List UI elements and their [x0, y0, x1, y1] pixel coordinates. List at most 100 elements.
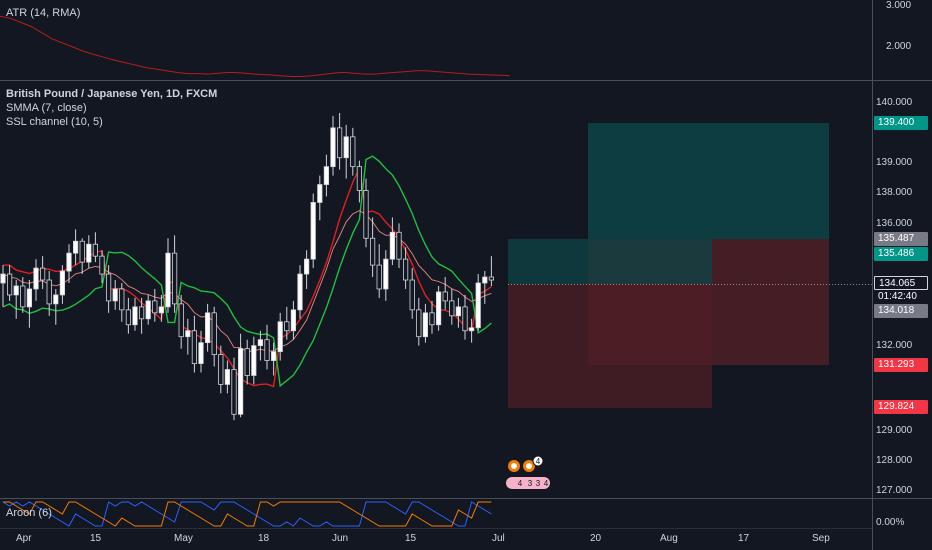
candle[interactable] [422, 303, 429, 343]
candle[interactable] [350, 127, 356, 176]
candle[interactable] [46, 271, 52, 316]
candle[interactable] [145, 294, 151, 325]
candle[interactable] [33, 259, 39, 301]
candle[interactable] [132, 297, 138, 331]
candle[interactable] [26, 280, 33, 328]
candle[interactable] [383, 250, 389, 301]
candle[interactable] [119, 283, 125, 322]
target-price-tag[interactable]: 139.400 [874, 116, 928, 130]
candle[interactable] [363, 178, 369, 248]
candle-body [92, 243, 98, 257]
candle[interactable] [218, 345, 224, 394]
candle[interactable] [0, 265, 6, 307]
position-zones[interactable] [508, 123, 872, 408]
candle[interactable] [171, 235, 178, 313]
entry-price-tag[interactable]: 134.018 [874, 304, 928, 318]
candle[interactable] [277, 312, 283, 361]
atr-legend[interactable]: ATR (14, RMA) [6, 7, 81, 19]
candle[interactable] [125, 297, 131, 334]
candle[interactable] [53, 288, 59, 325]
smma-legend[interactable]: SMMA (7, close) [6, 102, 87, 114]
short-stop-zone[interactable] [508, 239, 712, 284]
candle[interactable] [165, 238, 171, 313]
upper-price-tag[interactable]: 135.487 [874, 232, 928, 246]
candle[interactable] [224, 360, 230, 394]
candle[interactable] [20, 277, 26, 313]
candle[interactable] [231, 357, 237, 421]
candle[interactable] [270, 342, 277, 376]
candle[interactable] [409, 268, 415, 319]
stop-price-tag-2[interactable]: 129.824 [874, 400, 928, 414]
aroon-legend[interactable]: Aroon (6) [6, 507, 52, 519]
last-price-tag[interactable]: 134.065 [874, 276, 928, 290]
candle[interactable] [138, 297, 145, 334]
candle[interactable] [59, 265, 66, 304]
ssl-legend[interactable]: SSL channel (10, 5) [6, 116, 103, 128]
candle[interactable] [455, 297, 462, 328]
candle[interactable] [178, 294, 184, 349]
candle[interactable] [330, 115, 336, 176]
candle[interactable] [99, 250, 105, 283]
candle[interactable] [92, 232, 98, 263]
short-target-zone[interactable] [508, 284, 712, 408]
candle-body [343, 136, 349, 159]
candle[interactable] [152, 288, 158, 322]
candle[interactable] [284, 306, 290, 340]
candle[interactable] [40, 256, 46, 289]
long-target-zone[interactable] [588, 123, 829, 239]
candle[interactable] [488, 256, 495, 286]
symbol-title[interactable]: British Pound / Japanese Yen, 1D, FXCM [6, 88, 218, 100]
candle[interactable] [112, 280, 118, 310]
candle[interactable] [356, 160, 363, 203]
candle[interactable] [468, 318, 475, 343]
candle[interactable] [310, 193, 316, 269]
candle[interactable] [264, 324, 270, 370]
candle[interactable] [86, 235, 92, 269]
candle-body [46, 279, 52, 305]
candle[interactable] [198, 330, 204, 373]
candle[interactable] [402, 247, 409, 289]
candle[interactable] [376, 244, 382, 298]
candle[interactable] [369, 217, 376, 278]
candle[interactable] [462, 294, 468, 340]
candle[interactable] [204, 303, 211, 352]
candle[interactable] [251, 336, 257, 385]
candle[interactable] [429, 300, 435, 334]
candle[interactable] [297, 265, 303, 319]
upper-price-tag-2[interactable]: 135.486 [874, 247, 928, 261]
candle[interactable] [317, 175, 323, 221]
candle[interactable] [13, 280, 19, 319]
candle[interactable] [237, 333, 244, 418]
candle[interactable] [482, 271, 488, 304]
stop-price-tag[interactable]: 131.293 [874, 358, 928, 372]
candle[interactable] [290, 300, 297, 340]
candle[interactable] [158, 294, 164, 322]
candle-body [251, 345, 257, 376]
candle[interactable] [303, 250, 310, 289]
candle[interactable] [396, 223, 402, 269]
candle[interactable] [7, 265, 13, 301]
candle[interactable] [343, 124, 349, 179]
candle[interactable] [449, 288, 455, 325]
candle[interactable] [211, 306, 217, 367]
candles[interactable] [0, 112, 495, 421]
candle[interactable] [66, 244, 72, 283]
candle[interactable] [106, 265, 112, 313]
candle[interactable] [79, 238, 85, 275]
candle[interactable] [73, 229, 79, 266]
event-badges[interactable]: 4 4 3 3 4 [506, 455, 550, 489]
candle[interactable] [244, 339, 250, 385]
candle[interactable] [475, 274, 481, 331]
candle[interactable] [185, 318, 191, 355]
candle-body [383, 258, 389, 290]
candle[interactable] [191, 315, 197, 373]
candle[interactable] [435, 285, 442, 331]
candle-body [218, 354, 224, 385]
candle[interactable] [323, 154, 330, 197]
candle[interactable] [442, 277, 448, 310]
candle[interactable] [416, 297, 422, 346]
candle[interactable] [389, 217, 396, 266]
candle[interactable] [257, 330, 264, 361]
candle[interactable] [336, 112, 343, 170]
